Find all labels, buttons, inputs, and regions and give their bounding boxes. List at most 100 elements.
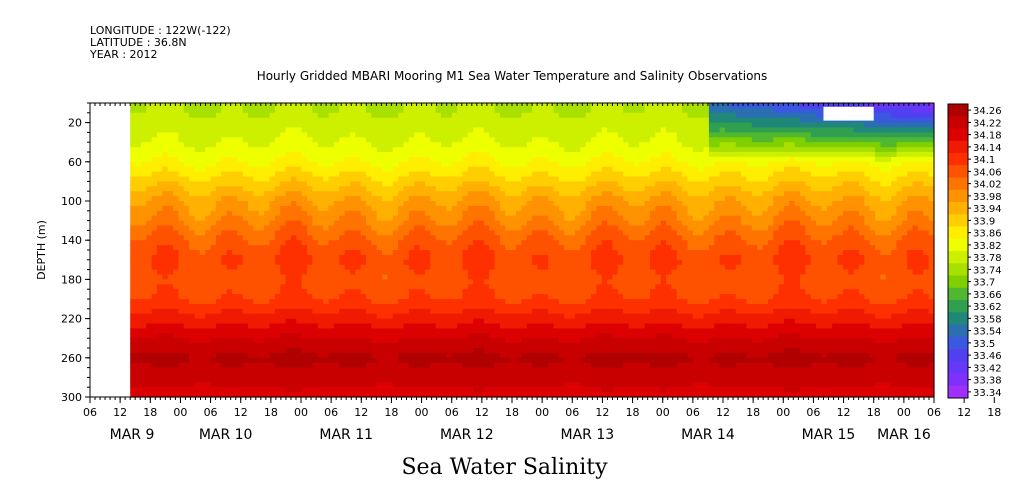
- y-tick-label: 300: [61, 391, 82, 404]
- y-axis-label: DEPTH (m): [35, 220, 48, 280]
- colorbar-swatch: [948, 202, 968, 215]
- colorbar-label: 33.5: [973, 339, 995, 350]
- x-tick-label: 12: [716, 406, 730, 419]
- y-tick-label: 20: [68, 117, 82, 130]
- colorbar-swatch: [948, 128, 968, 142]
- x-tick-label: 06: [445, 406, 459, 419]
- colorbar-swatch: [948, 324, 968, 338]
- colorbar-label: 33.34: [973, 388, 1002, 399]
- colorbar-label: 33.58: [973, 314, 1002, 325]
- chart-footer-label: Sea Water Salinity: [401, 455, 608, 480]
- colorbar-label: 33.66: [973, 290, 1002, 301]
- x-tick-label: 00: [897, 406, 911, 419]
- x-tick-label: 12: [113, 406, 127, 419]
- colorbar-swatch: [948, 361, 968, 374]
- longitude-label: LONGITUDE : 122W(-122): [90, 24, 231, 37]
- chart-title: Hourly Gridded MBARI Mooring M1 Sea Wate…: [256, 69, 768, 83]
- colorbar-swatch: [948, 349, 968, 362]
- colorbar-label: 33.78: [973, 253, 1002, 264]
- colorbar: 34.2634.2234.1834.1434.134.0634.0233.983…: [947, 103, 1002, 399]
- colorbar-swatch: [948, 189, 968, 203]
- colorbar-label: 33.74: [973, 265, 1002, 276]
- x-tick-label: 12: [837, 406, 851, 419]
- x-tick-label: 00: [776, 406, 790, 419]
- colorbar-swatch: [948, 312, 968, 325]
- x-tick-label: 00: [656, 406, 670, 419]
- colorbar-label: 34.14: [973, 143, 1002, 154]
- y-tick-label: 60: [68, 156, 82, 169]
- colorbar-swatch: [948, 336, 968, 350]
- x-date-label: MAR 11: [319, 427, 373, 443]
- colorbar-label: 33.46: [973, 351, 1002, 362]
- colorbar-label: 33.62: [973, 302, 1002, 313]
- colorbar-swatch: [948, 251, 968, 264]
- x-tick-label: 00: [535, 406, 549, 419]
- x-tick-label: 06: [83, 406, 97, 419]
- x-date-label: MAR 10: [199, 427, 253, 443]
- latitude-label: LATITUDE : 36.8N: [90, 36, 187, 49]
- x-tick-label: 18: [987, 406, 1001, 419]
- missing-data-box: [823, 106, 874, 121]
- y-tick-label: 140: [61, 234, 82, 247]
- colorbar-label: 33.54: [973, 327, 1002, 338]
- colorbar-swatch: [948, 226, 968, 240]
- colorbar-swatch: [948, 263, 968, 276]
- colorbar-label: 34.1: [973, 155, 995, 166]
- colorbar-label: 34.18: [973, 131, 1002, 142]
- x-tick-label: 12: [475, 406, 489, 419]
- colorbar-swatch: [948, 275, 968, 289]
- colorbar-label: 33.7: [973, 278, 995, 289]
- x-tick-label: 18: [384, 406, 398, 419]
- colorbar-swatch: [948, 177, 968, 191]
- colorbar-swatch: [948, 116, 968, 129]
- colorbar-label: 33.38: [973, 376, 1002, 387]
- colorbar-swatch: [948, 140, 968, 154]
- colorbar-label: 33.94: [973, 204, 1002, 215]
- y-axis: 20 60 100 140 180 220 260 300 DEPTH (m): [35, 102, 90, 404]
- x-date-label: MAR 12: [440, 427, 494, 443]
- colorbar-swatch: [948, 373, 968, 387]
- x-tick-label: 18: [626, 406, 640, 419]
- year-label: YEAR : 2012: [90, 48, 158, 61]
- y-tick-label: 220: [61, 313, 82, 326]
- x-date-label: MAR 13: [561, 427, 615, 443]
- colorbar-label: 33.98: [973, 192, 1002, 203]
- x-tick-label: 18: [264, 406, 278, 419]
- colorbar-swatch: [948, 165, 968, 178]
- colorbar-label: 34.06: [973, 167, 1002, 178]
- x-date-label: MAR 16: [877, 427, 931, 443]
- colorbar-label: 33.42: [973, 363, 1002, 374]
- x-tick-label: 00: [415, 406, 429, 419]
- colorbar-swatch: [948, 104, 968, 117]
- colorbar-label: 33.9: [973, 216, 995, 227]
- x-tick-label: 06: [204, 406, 218, 419]
- x-axis: 06 12 18 00 06 12 18 00 06 12 18 00 06 12 18 00 06 12 18 00…: [83, 397, 1001, 443]
- x-tick-label: 18: [505, 406, 519, 419]
- y-tick-label: 100: [61, 195, 82, 208]
- colorbar-swatch: [948, 385, 968, 399]
- x-date-label: MAR 14: [681, 427, 735, 443]
- y-tick-label: 180: [61, 273, 82, 286]
- colorbar-label: 33.82: [973, 241, 1002, 252]
- colorbar-swatch: [948, 287, 968, 301]
- x-tick-label: 06: [927, 406, 941, 419]
- x-tick-label: 06: [565, 406, 579, 419]
- x-tick-label: 12: [234, 406, 248, 419]
- x-date-label: MAR 9: [110, 427, 155, 443]
- x-tick-label: 18: [143, 406, 157, 419]
- x-tick-label: 12: [957, 406, 971, 419]
- colorbar-label: 34.26: [973, 106, 1002, 117]
- x-tick-label: 06: [806, 406, 820, 419]
- colorbar-label: 33.86: [973, 229, 1002, 240]
- colorbar-label: 34.02: [973, 180, 1002, 191]
- x-tick-label: 12: [595, 406, 609, 419]
- x-date-label: MAR 15: [802, 427, 856, 443]
- x-tick-label: 06: [324, 406, 338, 419]
- x-tick-label: 06: [686, 406, 700, 419]
- x-tick-label: 18: [867, 406, 881, 419]
- colorbar-swatch: [948, 300, 968, 313]
- x-tick-label: 00: [173, 406, 187, 419]
- colorbar-swatch: [948, 153, 968, 166]
- x-tick-label: 18: [746, 406, 760, 419]
